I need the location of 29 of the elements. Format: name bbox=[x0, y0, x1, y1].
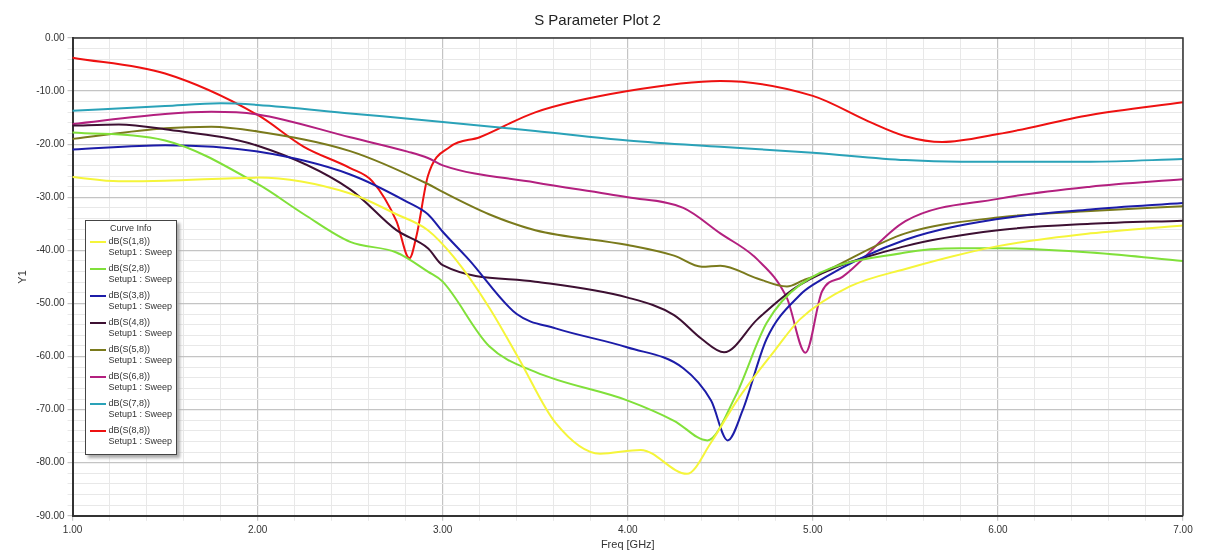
x-tick-label: 6.00 bbox=[988, 523, 1009, 535]
legend-label: dB(S(8,8)) Setup1 : Sweep bbox=[108, 424, 173, 447]
y-tick-label: 0.00 bbox=[45, 31, 65, 43]
y-tick-label: -60.00 bbox=[36, 350, 65, 362]
chart-title: S Parameter Plot 2 bbox=[534, 11, 661, 29]
legend-label: dB(S(6,8)) Setup1 : Sweep bbox=[108, 370, 173, 393]
y-tick-label: -30.00 bbox=[36, 191, 65, 203]
y-tick-label: -90.00 bbox=[36, 509, 65, 521]
x-tick-label: 4.00 bbox=[618, 523, 638, 535]
x-tick-label: 2.00 bbox=[247, 523, 268, 535]
x-tick-label: 5.00 bbox=[803, 523, 824, 535]
x-tick-label: 7.00 bbox=[1173, 523, 1194, 535]
y-tick-label: -40.00 bbox=[36, 244, 65, 256]
legend-label: dB(S(3,8)) Setup1 : Sweep bbox=[108, 289, 173, 312]
y-tick-label: -80.00 bbox=[36, 456, 65, 468]
y-axis-title: Y1 bbox=[15, 270, 28, 284]
legend-label: dB(S(7,8)) Setup1 : Sweep bbox=[108, 397, 173, 420]
legend-label: dB(S(1,8)) Setup1 : Sweep bbox=[108, 235, 173, 258]
y-tick-label: -20.00 bbox=[36, 137, 65, 149]
legend-label: dB(S(4,8)) Setup1 : Sweep bbox=[108, 316, 173, 339]
legend-title: Curve Info bbox=[109, 222, 153, 233]
y-tick-label: -10.00 bbox=[36, 84, 65, 96]
y-tick-label: -50.00 bbox=[36, 297, 65, 309]
x-axis-title: Freq [GHz] bbox=[600, 538, 655, 551]
y-tick-label: -70.00 bbox=[36, 403, 65, 415]
legend-label: dB(S(5,8)) Setup1 : Sweep bbox=[108, 343, 173, 366]
x-tick-label: 3.00 bbox=[432, 523, 453, 535]
x-tick-label: 1.00 bbox=[62, 523, 83, 535]
legend-label: dB(S(2,8)) Setup1 : Sweep bbox=[108, 262, 173, 285]
